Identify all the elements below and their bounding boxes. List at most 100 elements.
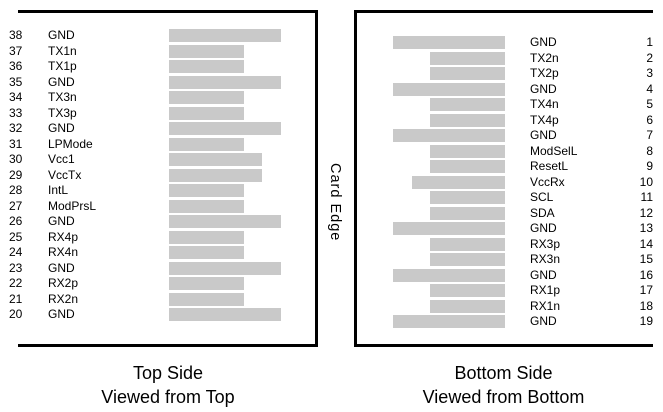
pin-label: SCL	[530, 190, 554, 204]
caption-line-1: Bottom Side	[454, 363, 553, 383]
pin-number: 2	[646, 50, 653, 65]
pin-number: 20	[9, 307, 23, 321]
pin-label: VccRx	[530, 174, 565, 189]
pin-label: TX4p	[530, 112, 559, 127]
pin-pad-cell	[357, 268, 505, 282]
pin-row: RX1p 17	[357, 283, 653, 299]
top-side-pin-list: 38 GND 37 TX1n 36 TX1p 35 GND 34 TX3n 33…	[9, 28, 319, 323]
pin-pad-bar	[430, 206, 505, 220]
pin-number: 21	[9, 291, 23, 306]
pin-number: 15	[639, 252, 653, 266]
pin-row: 32 GND	[9, 121, 319, 137]
pin-row: 33 TX3p	[9, 106, 319, 122]
pin-row: SDA 12	[357, 206, 653, 222]
caption-line-2: Viewed from Bottom	[422, 387, 585, 407]
pin-number: 26	[9, 214, 23, 228]
pin-number: 16	[639, 267, 653, 282]
pin-label: GND	[530, 81, 557, 96]
pin-pad-cell	[357, 237, 505, 251]
pin-number: 18	[639, 298, 653, 313]
pin-number: 11	[640, 190, 653, 204]
pin-pad-bar	[169, 168, 262, 182]
pin-label: LPMode	[48, 136, 93, 151]
pin-number: 19	[639, 314, 653, 328]
pin-label: GND	[48, 214, 75, 228]
pin-pad-bar	[169, 184, 244, 198]
pin-row: 22 RX2p	[9, 276, 319, 292]
pin-number: 8	[646, 143, 653, 158]
pin-pad-cell	[357, 206, 505, 220]
bottom-side-pin-list: GND 1 TX2n 2 TX2p 3 GND 4 TX4n 5 TX4p 6 …	[357, 35, 653, 330]
pin-number: 7	[646, 128, 653, 142]
pin-row: ResetL 9	[357, 159, 653, 175]
pin-pad-bar	[430, 67, 505, 81]
pin-number: 33	[9, 105, 23, 120]
pin-label: GND	[48, 121, 75, 135]
pin-label: TX2p	[530, 66, 559, 80]
pin-label: GND	[530, 35, 557, 49]
pin-row: 21 RX2n	[9, 292, 319, 308]
pin-pad-cell	[357, 175, 505, 189]
pin-row: 23 GND	[9, 261, 319, 277]
pin-row: 24 RX4n	[9, 245, 319, 261]
pin-row: RX1n 18	[357, 299, 653, 315]
pin-pad-bar	[393, 82, 505, 96]
pin-pad-bar	[169, 60, 244, 74]
pin-pad-bar	[169, 75, 281, 89]
pin-pad-cell	[357, 284, 505, 298]
pin-pad-bar	[169, 230, 244, 244]
pin-pad-bar	[169, 153, 262, 167]
pin-pad-bar	[393, 268, 505, 282]
top-side-panel: 38 GND 37 TX1n 36 TX1p 35 GND 34 TX3n 33…	[9, 10, 318, 347]
pin-number: 22	[9, 276, 23, 290]
pin-row: GND 4	[357, 82, 653, 98]
pin-pad-cell	[357, 144, 505, 158]
pin-pad-bar	[430, 253, 505, 267]
pin-label: SDA	[530, 205, 555, 220]
pin-row: TX2n 2	[357, 51, 653, 67]
pin-row: GND 13	[357, 221, 653, 237]
card-edge-label: Card Edge	[327, 162, 343, 242]
pin-row: 36 TX1p	[9, 59, 319, 75]
pin-number: 36	[9, 59, 23, 73]
pin-row: TX4p 6	[357, 113, 653, 129]
pin-label: TX2n	[530, 50, 559, 65]
pin-label: RX1n	[530, 298, 561, 313]
pin-row: 37 TX1n	[9, 44, 319, 60]
bottom-side-panel: GND 1 TX2n 2 TX2p 3 GND 4 TX4n 5 TX4p 6 …	[354, 10, 653, 347]
pin-number: 28	[9, 183, 23, 197]
pin-pad-bar	[430, 237, 505, 251]
pin-number: 4	[646, 81, 653, 96]
pin-pad-bar	[169, 215, 281, 229]
pin-number: 34	[9, 90, 23, 104]
pin-label: GND	[530, 221, 557, 235]
pin-label: GND	[48, 260, 75, 275]
pin-pad-bar	[430, 98, 505, 112]
pin-row: 28 IntL	[9, 183, 319, 199]
pin-pad-bar	[169, 137, 244, 151]
pin-row: 35 GND	[9, 75, 319, 91]
pin-number: 35	[9, 74, 23, 89]
pin-pad-bar	[393, 315, 505, 329]
pin-pad-bar	[412, 175, 505, 189]
pin-label: RX2n	[48, 291, 79, 306]
pin-row: 25 RX4p	[9, 230, 319, 246]
pin-row: 30 Vcc1	[9, 152, 319, 168]
pin-pad-bar	[430, 284, 505, 298]
pin-number: 5	[646, 97, 653, 111]
pin-pad-cell	[357, 51, 505, 65]
pin-row: ModSelL 8	[357, 144, 653, 160]
pin-row: TX4n 5	[357, 97, 653, 113]
pin-label: GND	[530, 128, 557, 142]
pin-pad-cell	[357, 98, 505, 112]
pin-pad-bar	[430, 51, 505, 65]
pin-pad-cell	[357, 191, 505, 205]
pin-row: RX3n 15	[357, 252, 653, 268]
pin-label: RX3p	[530, 236, 561, 251]
pin-number: 32	[9, 121, 23, 135]
pin-number: 6	[646, 112, 653, 127]
pin-label: IntL	[48, 183, 69, 197]
pin-pad-bar	[169, 292, 244, 306]
pin-number: 27	[9, 198, 23, 213]
